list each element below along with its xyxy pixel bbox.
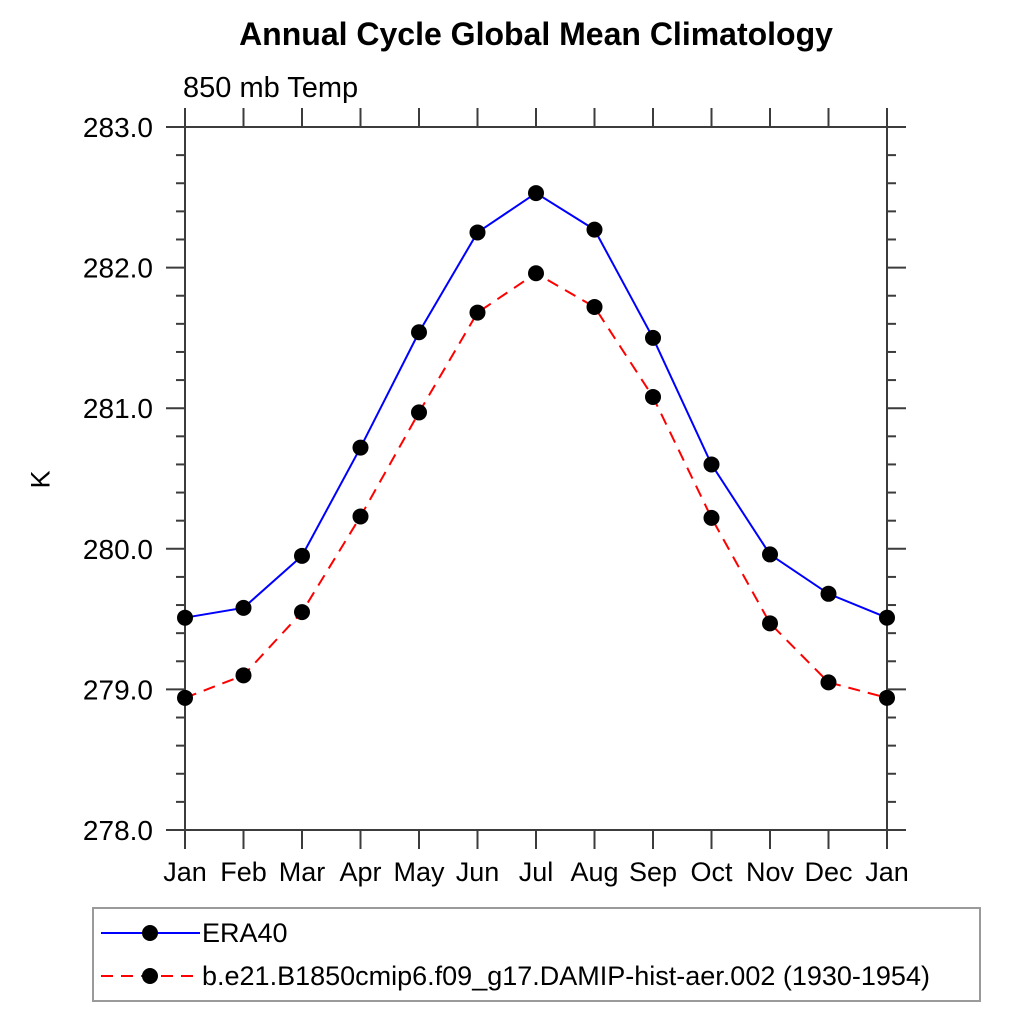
- data-point-marker: [586, 298, 603, 315]
- data-point-marker: [528, 265, 544, 282]
- x-tick-label: Feb: [220, 857, 267, 887]
- data-point-marker: [586, 221, 603, 238]
- y-tick-label: 278.0: [83, 815, 153, 846]
- data-point-marker: [820, 585, 837, 602]
- data-point-marker: [820, 674, 837, 691]
- data-point-marker: [528, 185, 544, 202]
- y-tick-label: 282.0: [83, 253, 153, 284]
- x-tick-label: Sep: [629, 857, 677, 887]
- series-line-1: [184, 272, 888, 699]
- y-tick-label: 279.0: [83, 674, 153, 705]
- data-point-marker: [645, 329, 661, 346]
- data-point-marker: [879, 689, 895, 706]
- chart-subtitle: 850 mb Temp: [183, 72, 359, 104]
- x-tick-label: Jan: [865, 857, 909, 887]
- data-point-marker: [177, 609, 193, 626]
- data-point-marker: [352, 439, 369, 456]
- legend-label-era40: ERA40: [202, 917, 288, 948]
- data-point-marker: [352, 508, 369, 525]
- data-point-marker: [879, 609, 895, 626]
- data-point-marker: [294, 547, 310, 564]
- plot-frame: [184, 126, 888, 831]
- x-tick-label: Oct: [690, 857, 733, 887]
- data-point-marker: [762, 546, 778, 563]
- legend-item-model: b.e21.B1850cmip6.f09_g17.DAMIP-hist-aer.…: [99, 955, 979, 998]
- legend-line-sample: [101, 968, 200, 984]
- x-tick-label: Jun: [456, 857, 500, 887]
- data-point-marker: [703, 509, 720, 526]
- x-tick-label: Aug: [570, 857, 618, 887]
- x-tick-label: Jan: [163, 857, 207, 887]
- legend: ERA40 b.e21.B1850cmip6.f09_g17.DAMIP-his…: [92, 907, 981, 1002]
- x-tick-label: Jul: [519, 857, 554, 887]
- x-tick-label: Mar: [279, 857, 326, 887]
- data-point-marker: [762, 615, 778, 632]
- data-point-marker: [469, 304, 486, 321]
- legend-label-model: b.e21.B1850cmip6.f09_g17.DAMIP-hist-aer.…: [202, 960, 930, 991]
- chart-title: Annual Cycle Global Mean Climatology: [239, 16, 833, 52]
- y-tick-label: 280.0: [83, 534, 153, 565]
- data-point-marker: [645, 388, 661, 405]
- legend-line-sample: [101, 925, 200, 941]
- data-point-marker: [703, 456, 720, 473]
- data-point-marker: [177, 689, 193, 706]
- legend-marker-dot: [142, 925, 158, 941]
- y-tick-label: 283.0: [83, 112, 153, 143]
- x-tick-label: May: [393, 857, 445, 887]
- data-point-marker: [235, 667, 252, 684]
- legend-item-era40: ERA40: [99, 912, 979, 955]
- data-point-marker: [469, 224, 486, 241]
- x-tick-label: Nov: [746, 857, 795, 887]
- data-point-marker: [294, 604, 310, 621]
- y-tick-label: 281.0: [83, 393, 153, 424]
- x-tick-label: Apr: [339, 857, 381, 887]
- legend-marker-dot: [142, 968, 158, 984]
- series-line-0: [184, 191, 888, 619]
- data-point-marker: [235, 599, 252, 616]
- x-tick-label: Dec: [804, 857, 852, 887]
- data-point-marker: [411, 404, 427, 421]
- data-point-marker: [411, 324, 427, 341]
